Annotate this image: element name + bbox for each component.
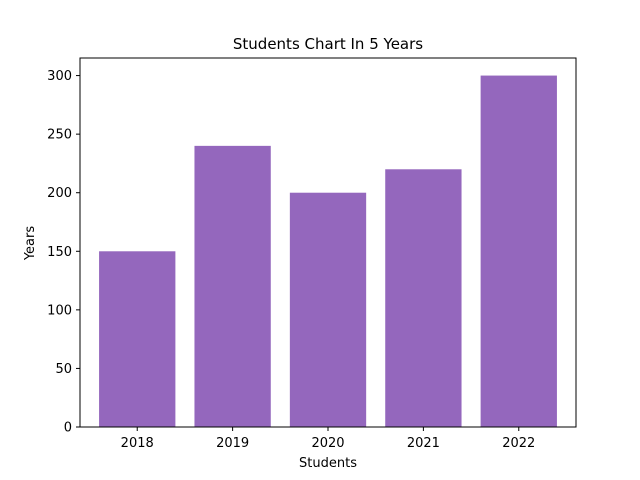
y-axis: 0 50 100 150 200 250 300: [47, 69, 80, 436]
y-tick-label: 150: [47, 245, 72, 260]
x-tick-label: 2018: [121, 436, 154, 451]
bar-2019: [194, 145, 271, 428]
plot-frame: [79, 57, 577, 428]
x-tick-label: 2019: [216, 436, 249, 451]
x-tick-label: 2020: [311, 436, 344, 451]
y-tick-label: 0: [64, 421, 72, 436]
y-tick-label: 300: [47, 69, 72, 84]
y-tick-label: 250: [47, 128, 72, 143]
x-axis-label: Students: [299, 456, 357, 471]
bar-2020: [289, 192, 367, 427]
x-axis: 2018 2019 2020 2021 2022: [121, 427, 535, 451]
y-tick-label: 200: [47, 186, 72, 201]
y-tick-label: 100: [47, 303, 72, 318]
bar-2018: [99, 251, 176, 427]
x-tick-label: 2022: [502, 436, 535, 451]
bar-2021: [385, 169, 462, 428]
bars-layer: [99, 75, 557, 428]
x-tick-label: 2021: [407, 436, 440, 451]
y-tick-label: 50: [55, 362, 72, 377]
chart-title: Students Chart In 5 Years: [233, 35, 423, 53]
bar-2022: [480, 75, 557, 427]
y-axis-label: Years: [23, 226, 38, 262]
